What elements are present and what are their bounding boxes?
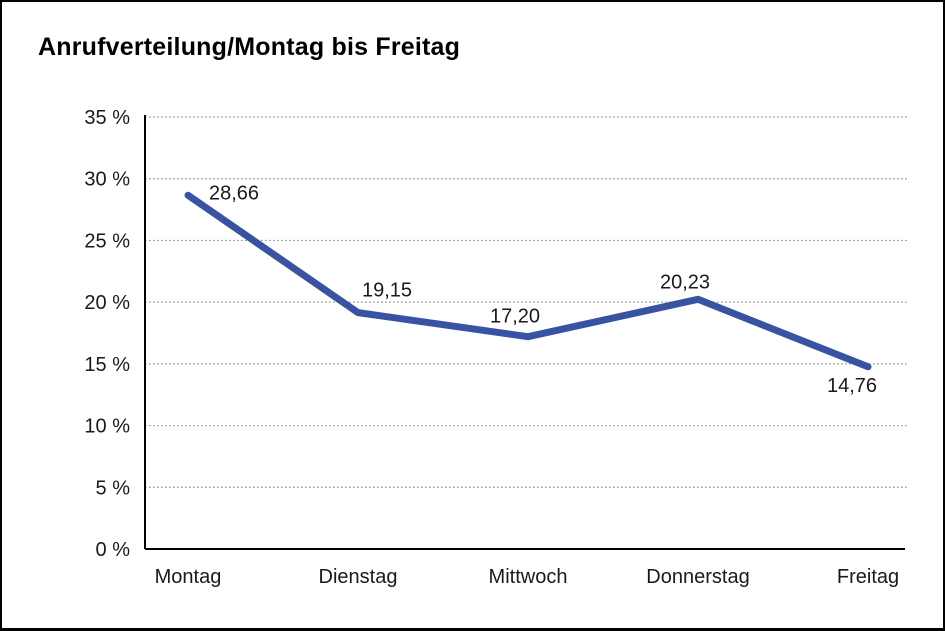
data-point-label: 17,20 [490,306,540,328]
x-axis-category-label: Mittwoch [489,566,568,588]
y-axis-tick-label: 30 % [84,169,130,191]
data-point-label: 20,23 [660,271,710,293]
y-axis-tick-label: 25 % [84,230,130,252]
data-point-label: 19,15 [362,280,412,302]
x-axis-category-label: Freitag [837,566,899,588]
data-point-label: 14,76 [827,375,877,397]
y-axis-tick-label: 5 % [96,477,131,499]
x-axis-category-label: Montag [155,566,222,588]
y-axis-tick-label: 35 % [84,107,130,129]
y-axis-tick-label: 10 % [84,416,130,438]
y-axis-tick-label: 20 % [84,292,130,314]
y-axis-tick-label: 15 % [84,354,130,376]
chart-title: Anrufverteilung/Montag bis Freitag [38,33,461,61]
data-point-label: 28,66 [209,182,259,204]
x-axis-category-label: Donnerstag [646,566,749,588]
y-axis-tick-label: 0 % [96,539,131,561]
series-line [184,191,872,371]
x-axis-category-label: Dienstag [319,566,398,588]
